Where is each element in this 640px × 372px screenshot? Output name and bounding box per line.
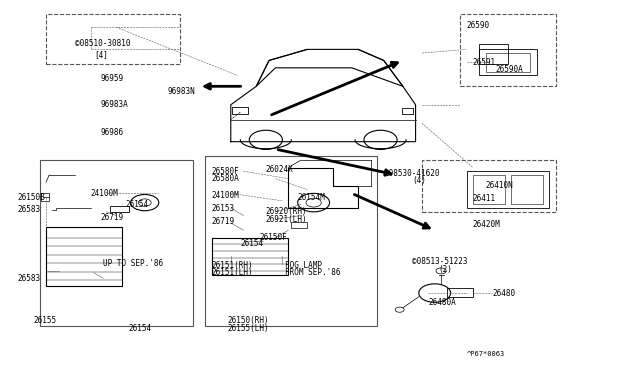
Bar bbox=[401, 109, 413, 114]
Text: 26580F: 26580F bbox=[212, 167, 239, 176]
Text: 26420M: 26420M bbox=[473, 220, 500, 229]
Text: 26590: 26590 bbox=[467, 21, 490, 30]
Text: 24100M: 24100M bbox=[91, 189, 118, 198]
Text: 26921(LH): 26921(LH) bbox=[266, 215, 307, 224]
Text: (2): (2) bbox=[438, 264, 452, 273]
Text: 26411: 26411 bbox=[473, 195, 496, 203]
Bar bbox=[212, 238, 288, 275]
Text: FOG LAMP: FOG LAMP bbox=[285, 261, 322, 270]
Bar bbox=[460, 14, 556, 86]
Text: 26154M: 26154M bbox=[298, 193, 326, 202]
Text: 26154: 26154 bbox=[125, 200, 148, 209]
Text: 26150B: 26150B bbox=[17, 193, 45, 202]
Text: 26580A: 26580A bbox=[212, 174, 239, 183]
Bar bbox=[479, 49, 537, 75]
Text: 96986: 96986 bbox=[100, 128, 124, 137]
Bar bbox=[511, 175, 543, 205]
Text: 26155(LH): 26155(LH) bbox=[228, 324, 269, 333]
Text: ©08513-51223: ©08513-51223 bbox=[412, 257, 468, 266]
Text: 26590A: 26590A bbox=[495, 65, 523, 74]
Text: 26153: 26153 bbox=[212, 203, 235, 213]
Bar bbox=[46, 14, 180, 64]
Text: (4): (4) bbox=[412, 176, 426, 185]
Bar bbox=[473, 175, 505, 205]
Bar bbox=[46, 227, 122, 286]
Bar bbox=[205, 157, 378, 326]
Text: 26150F: 26150F bbox=[259, 233, 287, 242]
Text: 26024X: 26024X bbox=[266, 165, 294, 174]
Text: 26151(LH): 26151(LH) bbox=[212, 268, 253, 277]
Bar bbox=[232, 108, 248, 114]
Text: 26154: 26154 bbox=[129, 324, 152, 333]
Text: 26719: 26719 bbox=[212, 217, 235, 225]
Bar bbox=[479, 44, 508, 64]
Bar bbox=[41, 193, 49, 201]
Text: ©08510-30810: ©08510-30810 bbox=[75, 39, 130, 48]
Text: UP TO SEP.'86: UP TO SEP.'86 bbox=[103, 259, 163, 268]
Text: 96983A: 96983A bbox=[100, 100, 128, 109]
Text: 26154: 26154 bbox=[241, 239, 264, 248]
Text: ©08530-41620: ©08530-41620 bbox=[384, 169, 439, 177]
Text: [4]: [4] bbox=[94, 51, 108, 60]
Text: 26410N: 26410N bbox=[486, 182, 513, 190]
Text: 26155: 26155 bbox=[33, 316, 56, 325]
Text: 26480: 26480 bbox=[492, 289, 515, 298]
Bar bbox=[109, 206, 129, 212]
Text: 26583: 26583 bbox=[17, 274, 40, 283]
Text: 26480A: 26480A bbox=[428, 298, 456, 307]
Bar bbox=[467, 171, 549, 208]
Text: FROM SEP.'86: FROM SEP.'86 bbox=[285, 268, 340, 277]
Text: 96983N: 96983N bbox=[167, 87, 195, 96]
Bar bbox=[291, 222, 307, 228]
Text: 26719: 26719 bbox=[100, 213, 124, 222]
Bar bbox=[486, 53, 531, 71]
Text: 26920(RH): 26920(RH) bbox=[266, 207, 307, 217]
Text: ^P67*0063: ^P67*0063 bbox=[467, 351, 505, 357]
Text: 26151(RH): 26151(RH) bbox=[212, 261, 253, 270]
Text: 26591: 26591 bbox=[473, 58, 496, 67]
Text: 26150(RH): 26150(RH) bbox=[228, 316, 269, 325]
Text: 26583: 26583 bbox=[17, 205, 40, 215]
Text: 24100M: 24100M bbox=[212, 191, 239, 200]
Bar bbox=[447, 288, 473, 297]
Bar bbox=[40, 160, 193, 326]
Bar bbox=[422, 160, 556, 212]
Text: 96959: 96959 bbox=[100, 74, 124, 83]
